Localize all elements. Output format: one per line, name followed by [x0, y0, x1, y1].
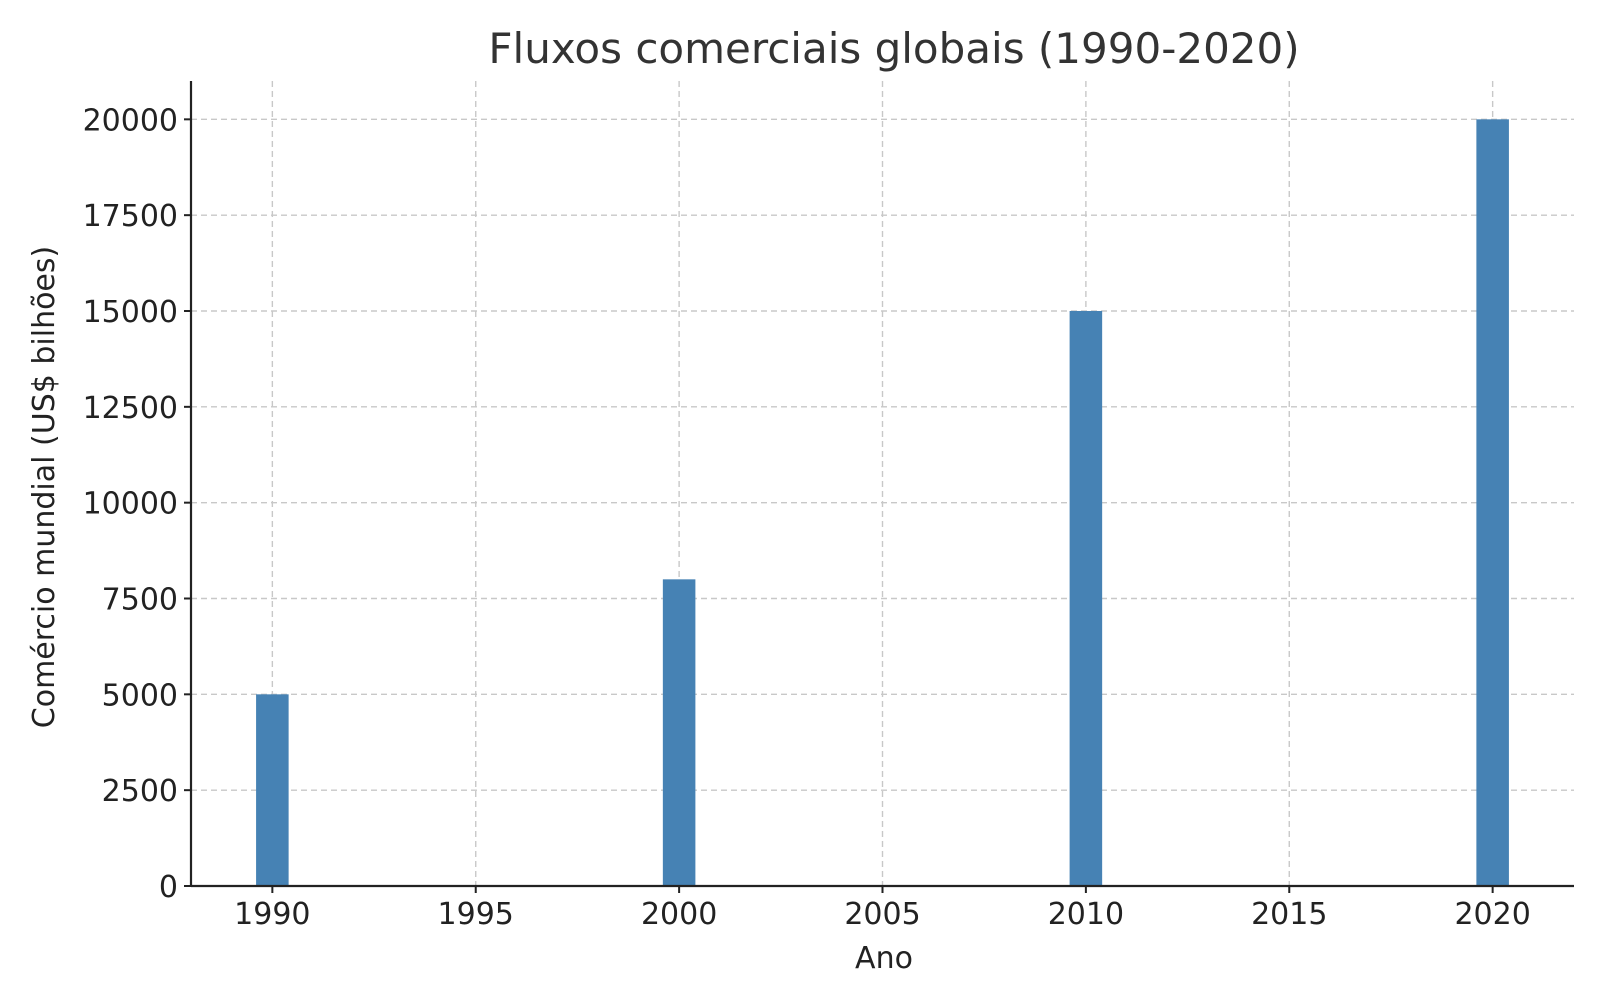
bar-2010: [1069, 311, 1103, 886]
bars: [256, 119, 1509, 887]
x-axis-label: Ano: [855, 941, 913, 976]
y-tick-label: 5000: [102, 678, 178, 713]
bar-2000: [662, 579, 696, 886]
grid: [191, 81, 1574, 887]
y-tick-label: 12500: [83, 391, 178, 426]
bar-1990: [256, 694, 289, 886]
y-tick-label: 15000: [83, 295, 178, 330]
x-tick-label: 1995: [438, 897, 514, 932]
y-axis-label: Comércio mundial (US$ bilhões): [27, 246, 62, 728]
x-tick-label: 1990: [234, 897, 310, 932]
x-tick-label: 2015: [1251, 897, 1327, 932]
chart-title: Fluxos comerciais globais (1990-2020): [488, 24, 1299, 73]
y-tick-label: 0: [159, 870, 178, 905]
x-tick-label: 2020: [1454, 897, 1530, 932]
y-tick-label: 20000: [83, 103, 178, 138]
y-tick-label: 2500: [102, 774, 178, 809]
y-tick-label: 17500: [83, 199, 178, 234]
x-tick-label: 2010: [1048, 897, 1124, 932]
x-tick-label: 2000: [641, 897, 717, 932]
y-tick-label: 10000: [83, 487, 178, 522]
y-tick-label: 7500: [102, 583, 178, 618]
ticks: 1990 1995 2000 2005 2010 2015 2020 0 2500 5000 750…: [83, 103, 1531, 932]
bar-2020: [1476, 119, 1509, 887]
x-tick-label: 2005: [844, 897, 920, 932]
